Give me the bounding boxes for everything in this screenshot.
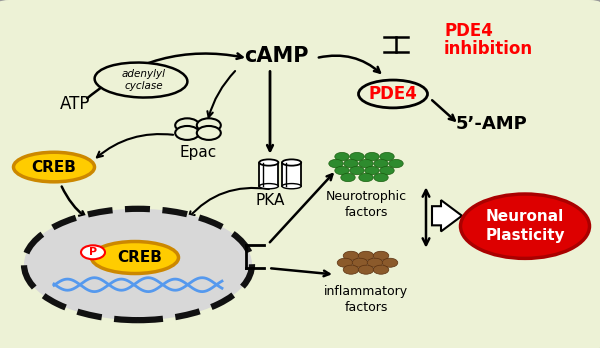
Circle shape — [389, 159, 403, 168]
Circle shape — [197, 118, 221, 132]
Ellipse shape — [461, 194, 589, 258]
Circle shape — [197, 126, 221, 140]
Ellipse shape — [91, 242, 179, 274]
Circle shape — [337, 258, 353, 267]
Text: CREB: CREB — [118, 250, 162, 265]
Text: adenylyl
cyclase: adenylyl cyclase — [122, 69, 166, 91]
Circle shape — [329, 159, 343, 168]
Bar — [259, 163, 278, 186]
Circle shape — [365, 152, 379, 161]
Ellipse shape — [259, 183, 278, 189]
Circle shape — [374, 173, 388, 182]
Circle shape — [358, 265, 374, 274]
Ellipse shape — [95, 63, 187, 97]
Text: Neuronal: Neuronal — [486, 209, 564, 224]
Circle shape — [343, 265, 359, 274]
Text: PKA: PKA — [256, 193, 284, 208]
Circle shape — [359, 159, 373, 168]
Ellipse shape — [14, 152, 95, 182]
Text: CREB: CREB — [32, 159, 76, 175]
Circle shape — [374, 159, 388, 168]
Ellipse shape — [259, 159, 278, 166]
Text: Epac: Epac — [179, 145, 217, 160]
Text: inflammatory
factors: inflammatory factors — [324, 285, 408, 314]
Text: PDE4: PDE4 — [368, 85, 418, 103]
Circle shape — [81, 245, 105, 259]
Ellipse shape — [282, 159, 301, 166]
Circle shape — [343, 251, 359, 260]
Circle shape — [373, 265, 389, 274]
Text: cAMP: cAMP — [244, 46, 308, 66]
Text: Neurotrophic
factors: Neurotrophic factors — [325, 190, 407, 219]
Circle shape — [344, 159, 358, 168]
Circle shape — [359, 173, 373, 182]
FancyArrow shape — [432, 200, 462, 231]
Circle shape — [335, 152, 349, 161]
Circle shape — [358, 251, 374, 260]
Circle shape — [380, 166, 394, 175]
Circle shape — [380, 152, 394, 161]
Circle shape — [382, 258, 398, 267]
Bar — [282, 163, 301, 186]
Circle shape — [367, 258, 383, 267]
Text: 5’-AMP: 5’-AMP — [456, 114, 528, 133]
Circle shape — [175, 126, 199, 140]
Circle shape — [341, 173, 355, 182]
Text: PDE4: PDE4 — [444, 22, 493, 40]
Circle shape — [352, 258, 368, 267]
Ellipse shape — [24, 209, 252, 320]
Text: Plasticity: Plasticity — [485, 228, 565, 244]
Circle shape — [350, 166, 364, 175]
Circle shape — [373, 251, 389, 260]
Circle shape — [365, 166, 379, 175]
Circle shape — [350, 152, 364, 161]
Circle shape — [335, 166, 349, 175]
Text: ATP: ATP — [60, 95, 91, 113]
Ellipse shape — [359, 80, 427, 108]
Text: inhibition: inhibition — [444, 40, 533, 58]
Text: P: P — [89, 247, 97, 257]
Ellipse shape — [282, 183, 301, 189]
Circle shape — [175, 118, 199, 132]
